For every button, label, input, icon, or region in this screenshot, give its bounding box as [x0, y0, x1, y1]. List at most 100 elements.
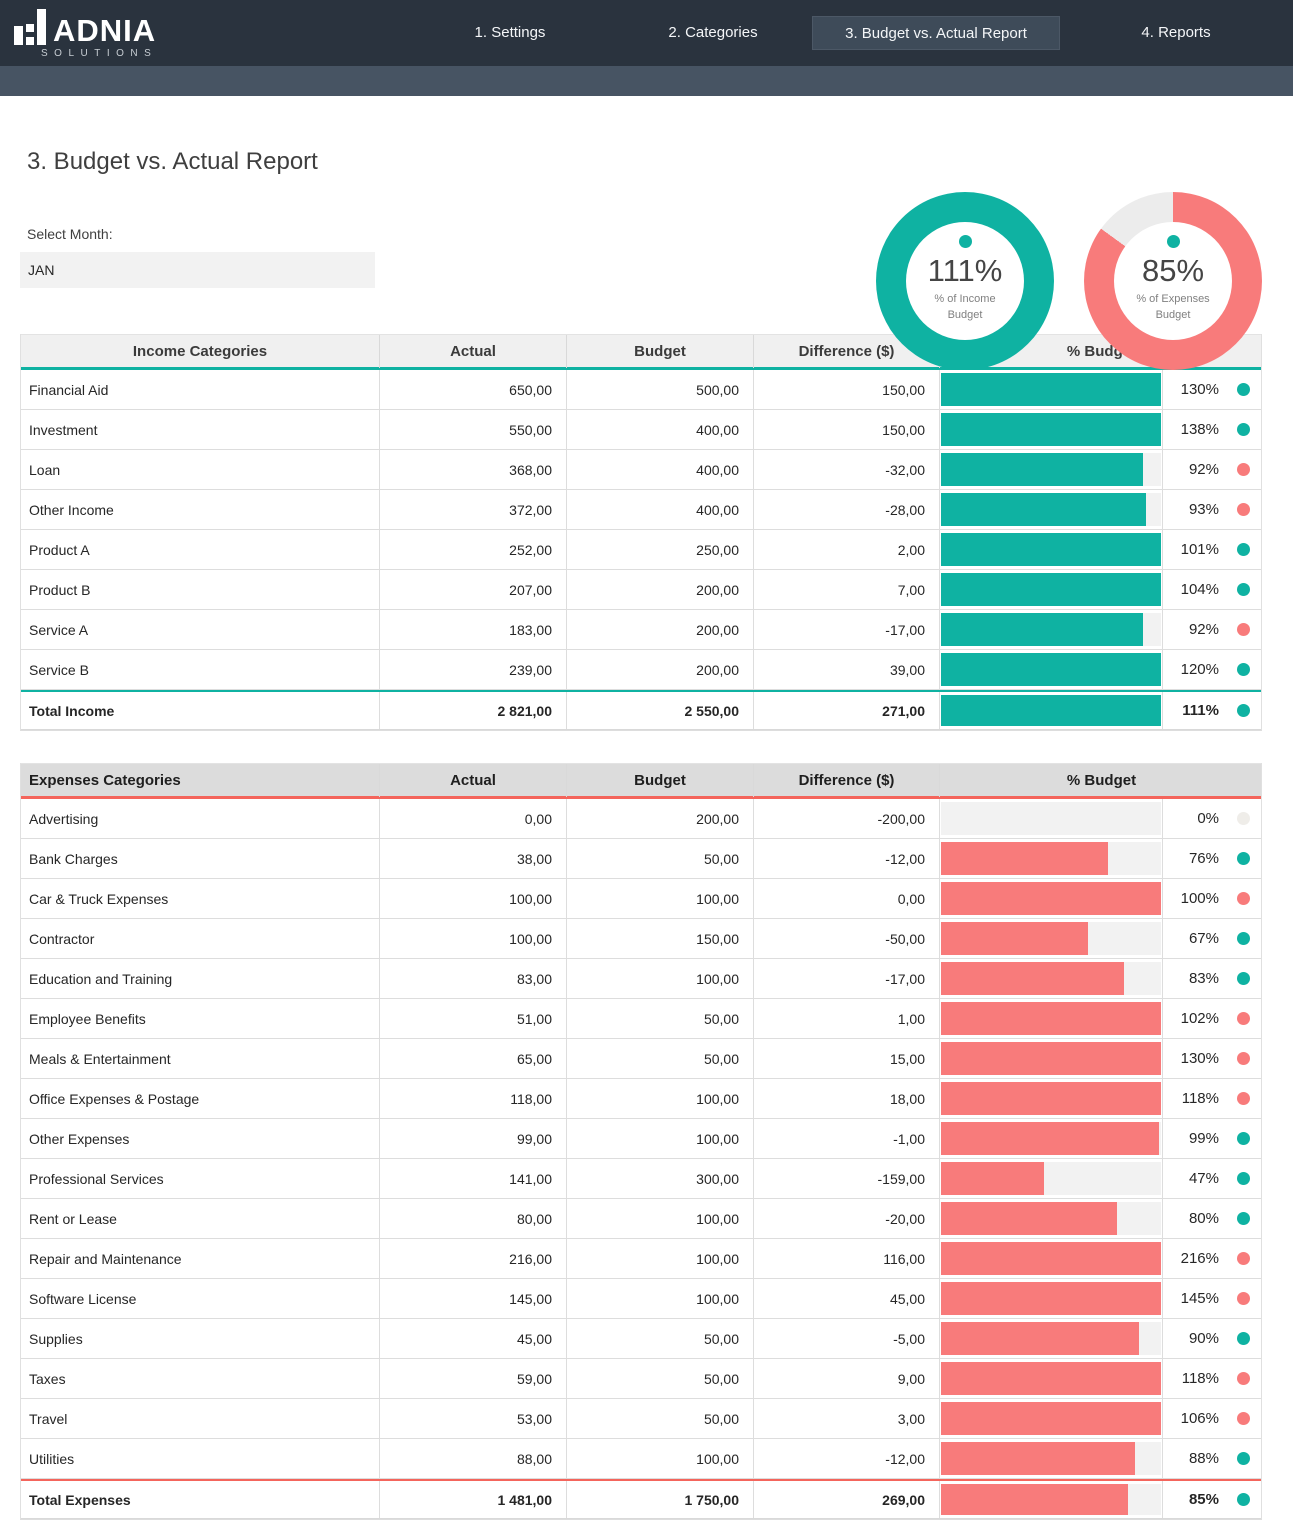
percent-label: 67% — [1188, 930, 1219, 947]
actual-cell: 38,00 — [379, 839, 566, 878]
budget-cell: 100,00 — [566, 1119, 753, 1158]
percent-label: 85% — [1188, 1491, 1219, 1508]
expenses-gauge-caption: % of Expenses Budget — [1136, 293, 1210, 321]
budget-cell: 50,00 — [566, 1399, 753, 1438]
difference-cell: -17,00 — [753, 610, 939, 649]
budget-bar-fill — [941, 1002, 1161, 1035]
budget-bar — [939, 490, 1163, 529]
actual-cell: 2 821,00 — [379, 692, 566, 729]
percent-label: 106% — [1180, 1410, 1219, 1427]
actual-cell: 239,00 — [379, 650, 566, 689]
category-cell: Employee Benefits — [29, 1010, 146, 1027]
status-dot-cell — [1223, 919, 1263, 958]
col-header-income-categories: Income Categories — [132, 343, 268, 360]
category-cell: Contractor — [29, 930, 95, 947]
budget-bar — [939, 1119, 1163, 1158]
difference-cell: 1,00 — [753, 999, 939, 1038]
budget-bar-fill — [941, 1442, 1135, 1475]
budget-bar-fill — [941, 613, 1144, 646]
budget-bar-fill — [941, 413, 1161, 446]
percent-label: 99% — [1188, 1130, 1219, 1147]
budget-cell: 500,00 — [566, 370, 753, 409]
status-dot-cell — [1223, 1359, 1263, 1398]
budget-bar — [939, 692, 1163, 729]
status-dot-cell — [1223, 410, 1263, 449]
status-dot — [1236, 1092, 1250, 1105]
category-cell: Software License — [29, 1290, 137, 1307]
category-cell: Travel — [29, 1410, 68, 1427]
budget-bar-fill — [941, 882, 1161, 915]
budget-bar-fill — [941, 962, 1124, 995]
table-row: Professional Services 141,00 300,00 -159,00… — [21, 1159, 1261, 1199]
expenses-budget-donut: 85% % of Expenses Budget — [1084, 192, 1262, 370]
difference-cell: -12,00 — [753, 1439, 939, 1478]
tab-reports[interactable]: 4. Reports — [1141, 24, 1211, 41]
difference-cell: -12,00 — [753, 839, 939, 878]
status-dot-cell — [1223, 450, 1263, 489]
table-row: Employee Benefits 51,00 50,00 1,00 102% — [21, 999, 1261, 1039]
page-title: 3. Budget vs. Actual Report — [27, 148, 318, 175]
actual-cell: 141,00 — [379, 1159, 566, 1198]
status-dot — [1236, 463, 1250, 476]
gauges: 111% % of Income Budget 85% % of Expense… — [876, 192, 1262, 370]
status-dot — [1236, 1132, 1250, 1145]
percent-label: 80% — [1188, 1210, 1219, 1227]
category-cell: Advertising — [29, 810, 99, 827]
actual-cell: 650,00 — [379, 370, 566, 409]
category-cell: Car & Truck Expenses — [29, 890, 169, 907]
category-cell: Taxes — [29, 1370, 66, 1387]
difference-cell: 150,00 — [753, 370, 939, 409]
budget-bar — [939, 999, 1163, 1038]
actual-cell: 1 481,00 — [379, 1481, 566, 1518]
table-row: Taxes 59,00 50,00 9,00 118% — [21, 1359, 1261, 1399]
month-select[interactable]: JAN — [20, 252, 375, 288]
table-row: Investment 550,00 400,00 150,00 138% — [21, 410, 1261, 450]
budget-cell: 200,00 — [566, 799, 753, 838]
actual-cell: 88,00 — [379, 1439, 566, 1478]
budget-bar — [939, 799, 1163, 838]
status-dot-cell — [1223, 1319, 1263, 1358]
budget-bar — [939, 1159, 1163, 1198]
status-dot-cell — [1223, 1119, 1263, 1158]
difference-cell: -20,00 — [753, 1199, 939, 1238]
tab-categories[interactable]: 2. Categories — [668, 24, 758, 41]
status-dot — [1236, 663, 1250, 676]
table-row: Software License 145,00 100,00 45,00 145% — [21, 1279, 1261, 1319]
table-row: Contractor 100,00 150,00 -50,00 67% — [21, 919, 1261, 959]
tab-budget-vs-actual-report[interactable]: 3. Budget vs. Actual Report — [812, 16, 1060, 50]
budget-bar-fill — [941, 1282, 1161, 1315]
table-row: Rent or Lease 80,00 100,00 -20,00 80% — [21, 1199, 1261, 1239]
difference-cell: -50,00 — [753, 919, 939, 958]
difference-cell: 9,00 — [753, 1359, 939, 1398]
table-row: Bank Charges 38,00 50,00 -12,00 76% — [21, 839, 1261, 879]
status-dot-cell — [1223, 1079, 1263, 1118]
actual-cell: 216,00 — [379, 1239, 566, 1278]
budget-bar — [939, 1359, 1163, 1398]
expenses-gauge-value: 85% — [1141, 253, 1205, 289]
tab-settings[interactable]: 1. Settings — [474, 24, 546, 41]
status-dot-cell — [1223, 370, 1263, 409]
budget-bar — [939, 530, 1163, 569]
donut-marker-dot — [1167, 235, 1180, 248]
percent-label: 102% — [1180, 1010, 1219, 1027]
table-row: Travel 53,00 50,00 3,00 106% — [21, 1399, 1261, 1439]
actual-cell: 83,00 — [379, 959, 566, 998]
category-cell: Product A — [29, 541, 90, 558]
status-dot — [1236, 423, 1250, 436]
percent-label: 90% — [1188, 1330, 1219, 1347]
budget-bar-fill — [941, 1402, 1161, 1435]
category-cell: Product B — [29, 581, 91, 598]
table-row: Supplies 45,00 50,00 -5,00 90% — [21, 1319, 1261, 1359]
total-row: Total Expenses 1 481,00 1 750,00 269,00 85% — [21, 1479, 1261, 1519]
status-dot — [1236, 1052, 1250, 1065]
status-dot — [1236, 1292, 1250, 1305]
percent-label: 120% — [1180, 661, 1219, 678]
actual-cell: 99,00 — [379, 1119, 566, 1158]
status-dot — [1236, 543, 1250, 556]
col-header-actual: Actual — [379, 335, 566, 368]
budget-bar — [939, 1399, 1163, 1438]
budget-bar — [939, 1279, 1163, 1318]
logo-subtitle: SOLUTIONS — [41, 48, 158, 59]
status-dot-cell — [1223, 650, 1263, 689]
budget-cell: 150,00 — [566, 919, 753, 958]
